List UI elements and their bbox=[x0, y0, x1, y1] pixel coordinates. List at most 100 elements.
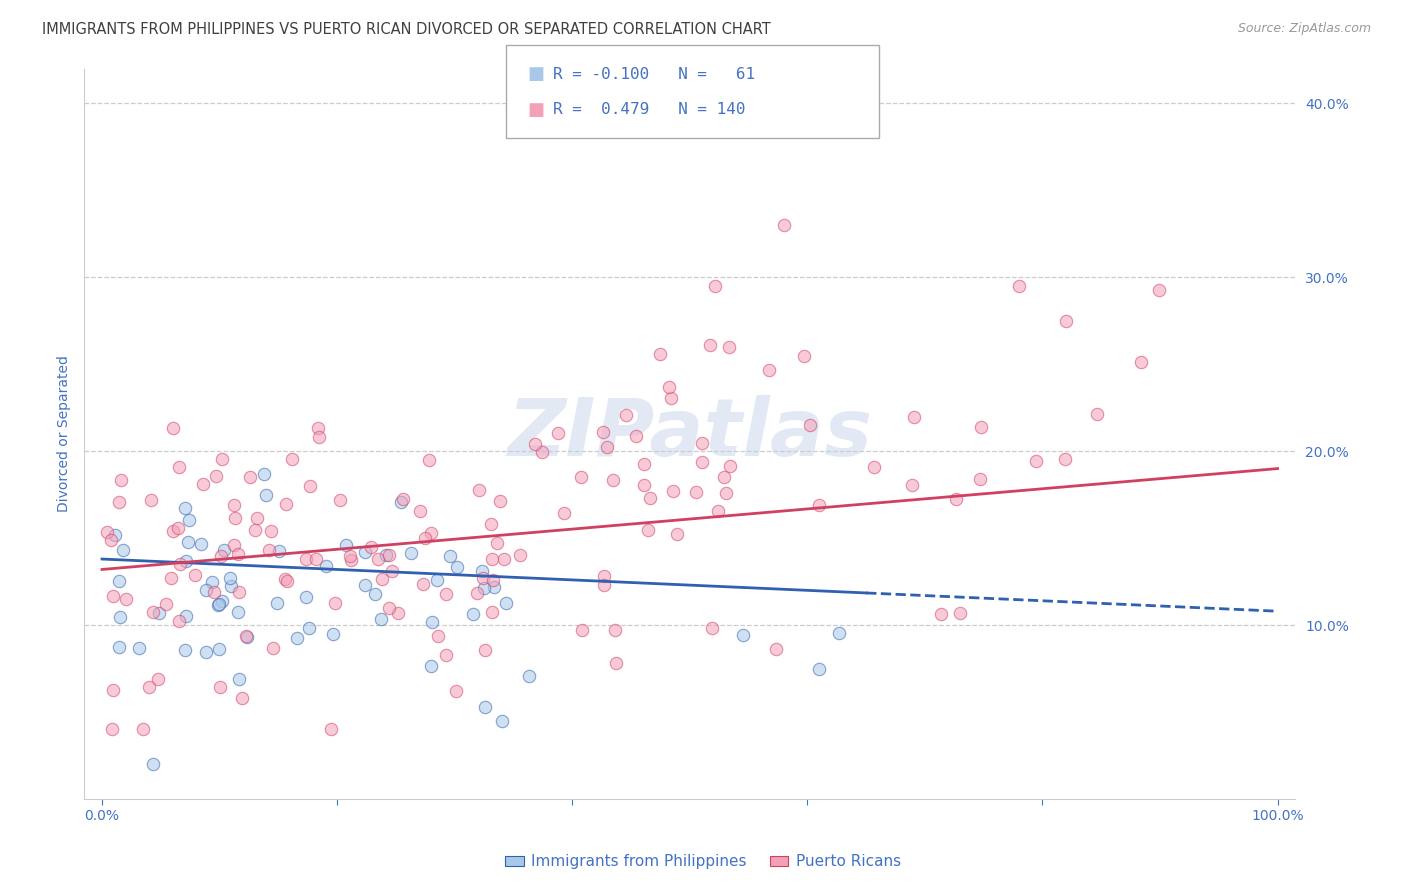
Point bbox=[228, 547, 250, 561]
Point bbox=[371, 572, 394, 586]
Point bbox=[142, 757, 165, 772]
Point bbox=[208, 597, 231, 611]
Point bbox=[207, 599, 229, 613]
Point bbox=[593, 578, 616, 592]
Point bbox=[228, 672, 250, 686]
Point bbox=[174, 500, 197, 515]
Point bbox=[420, 615, 443, 629]
Point bbox=[648, 347, 671, 361]
Point bbox=[713, 469, 735, 483]
Point bbox=[509, 548, 531, 562]
Point bbox=[107, 494, 129, 508]
Point bbox=[969, 472, 991, 486]
Point bbox=[260, 524, 283, 539]
Point bbox=[409, 504, 432, 518]
Point bbox=[481, 606, 503, 620]
Y-axis label: Divorced or Separated: Divorced or Separated bbox=[58, 355, 72, 512]
Point bbox=[903, 410, 925, 425]
Point bbox=[107, 574, 129, 589]
Point bbox=[616, 408, 638, 422]
Point bbox=[191, 477, 214, 491]
Point bbox=[190, 537, 212, 551]
Point bbox=[96, 525, 118, 540]
Point bbox=[329, 492, 352, 507]
Point bbox=[633, 457, 655, 471]
Point bbox=[246, 510, 269, 524]
Point bbox=[177, 513, 200, 527]
Point bbox=[219, 579, 242, 593]
Point bbox=[274, 572, 297, 586]
Point bbox=[276, 574, 298, 588]
Point bbox=[360, 540, 382, 554]
Point bbox=[224, 498, 246, 512]
Point bbox=[491, 714, 513, 728]
Point bbox=[446, 559, 468, 574]
Point bbox=[399, 546, 422, 560]
Point bbox=[173, 642, 195, 657]
Point bbox=[828, 626, 851, 640]
Point bbox=[658, 380, 681, 394]
Point bbox=[481, 551, 503, 566]
Point bbox=[155, 597, 177, 611]
Point bbox=[319, 723, 342, 737]
Point bbox=[222, 538, 245, 552]
Point bbox=[807, 498, 830, 512]
Point bbox=[969, 419, 991, 434]
Point bbox=[236, 630, 259, 644]
Point bbox=[335, 537, 357, 551]
Text: IMMIGRANTS FROM PHILIPPINES VS PUERTO RICAN DIVORCED OR SEPARATED CORRELATION CH: IMMIGRANTS FROM PHILIPPINES VS PUERTO RI… bbox=[42, 22, 770, 37]
Point bbox=[714, 486, 737, 500]
Point bbox=[485, 536, 508, 550]
Point bbox=[159, 571, 181, 585]
Point bbox=[773, 218, 796, 232]
Point bbox=[419, 526, 441, 541]
Point bbox=[463, 607, 485, 621]
Point bbox=[633, 478, 655, 492]
Point bbox=[465, 586, 488, 600]
Point bbox=[929, 607, 952, 622]
Point bbox=[280, 452, 302, 467]
Point bbox=[592, 425, 614, 439]
Point bbox=[295, 552, 318, 566]
Text: ■: ■ bbox=[527, 65, 544, 83]
Point bbox=[353, 545, 375, 559]
Point bbox=[547, 425, 569, 440]
Point bbox=[195, 582, 218, 597]
Point bbox=[571, 623, 593, 637]
Point bbox=[148, 606, 170, 620]
Point bbox=[413, 531, 436, 545]
Point bbox=[101, 683, 124, 698]
Point bbox=[194, 645, 217, 659]
Point bbox=[603, 624, 626, 638]
Point bbox=[624, 429, 647, 443]
Text: Source: ZipAtlas.com: Source: ZipAtlas.com bbox=[1237, 22, 1371, 36]
Point bbox=[239, 470, 262, 484]
Point bbox=[700, 621, 723, 635]
Text: ZIPatlas: ZIPatlas bbox=[508, 395, 872, 473]
Point bbox=[517, 669, 540, 683]
Point bbox=[166, 521, 188, 535]
Point bbox=[1008, 279, 1031, 293]
Point bbox=[531, 445, 554, 459]
Point bbox=[184, 568, 207, 582]
Point bbox=[354, 578, 377, 592]
Point bbox=[228, 584, 250, 599]
Point bbox=[391, 492, 413, 507]
Point bbox=[374, 548, 396, 562]
Point bbox=[231, 691, 253, 706]
Point bbox=[474, 642, 496, 657]
Point bbox=[1130, 355, 1153, 369]
Point bbox=[169, 460, 191, 475]
Text: ■: ■ bbox=[527, 101, 544, 119]
Point bbox=[482, 580, 505, 594]
Point bbox=[202, 585, 225, 599]
Point bbox=[322, 627, 344, 641]
Point bbox=[167, 614, 190, 628]
Point bbox=[637, 523, 659, 537]
Point bbox=[204, 469, 226, 483]
Point bbox=[146, 672, 169, 686]
Point bbox=[717, 340, 740, 354]
Point bbox=[605, 656, 627, 670]
Point bbox=[201, 575, 224, 590]
Point bbox=[638, 491, 661, 506]
